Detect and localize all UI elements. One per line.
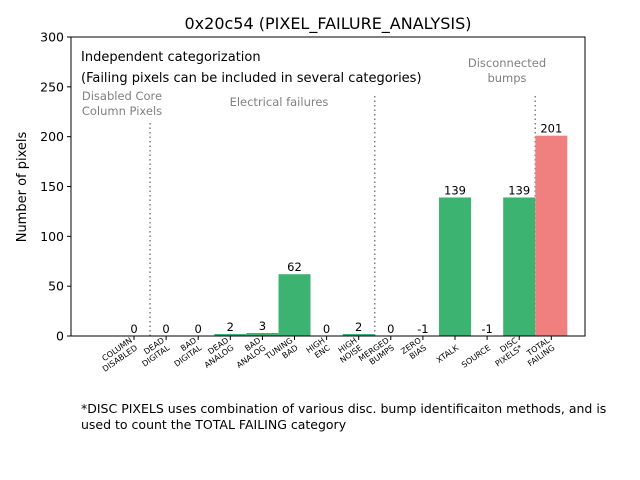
annotation-electrical: Electrical failures <box>230 95 329 109</box>
bar <box>246 333 279 336</box>
y-tick-label: 100 <box>40 229 64 244</box>
plot-frame <box>70 36 586 337</box>
y-axis-ticks: 0 50 100 150 200 250 300 <box>40 30 71 344</box>
bar-data-label: 62 <box>287 260 302 274</box>
x-tick-label: DISCPIXELS* <box>488 336 524 369</box>
bar-data-label: 2 <box>355 320 362 334</box>
bar <box>535 135 568 336</box>
x-tick-label: HIGHENC <box>305 336 333 363</box>
y-tick-label: 250 <box>40 79 64 94</box>
x-tick-label: DEADANALOG <box>198 336 236 370</box>
annotation-disconnected-line2: bumps <box>487 71 526 85</box>
x-tick-label: BADDIGITAL <box>167 336 203 369</box>
bar-data-labels: 0 0 0 2 3 62 0 2 0 -1 139 -1 139 201 <box>130 122 562 336</box>
bars <box>214 135 568 336</box>
bar <box>214 334 247 336</box>
x-tick-label: BADANALOG <box>230 336 268 370</box>
bar-data-label: 139 <box>444 183 466 197</box>
x-tick-label-line: SOURCE <box>460 343 492 369</box>
x-tick-label: ZEROBIAS <box>399 336 428 364</box>
bar-data-label: 0 <box>162 322 169 336</box>
y-axis-label: Number of pixels <box>15 131 30 242</box>
bar-data-label: 0 <box>323 322 330 336</box>
x-tick-label: DEADDIGITAL <box>135 336 171 369</box>
bar-data-label: 0 <box>130 322 137 336</box>
x-tick-label: TUNINGBAD <box>263 336 300 369</box>
x-tick-label: XTALK <box>435 343 461 365</box>
y-tick-label: 150 <box>40 179 64 194</box>
y-tick-label: 300 <box>40 30 64 45</box>
plot-background <box>71 37 585 336</box>
y-tick-label: 200 <box>40 129 64 144</box>
chart-title: 0x20c54 (PIXEL_FAILURE_ANALYSIS) <box>185 14 472 34</box>
annotation-disabled-core-line1: Disabled Core <box>82 89 162 103</box>
bar-data-label: 3 <box>259 319 266 333</box>
bar-data-label: 0 <box>387 322 394 336</box>
x-tick-label: TOTALFAILING <box>521 336 557 369</box>
bar-data-label: -1 <box>481 322 492 336</box>
y-tick-label: 50 <box>48 279 64 294</box>
bar-chart: 0x20c54 (PIXEL_FAILURE_ANALYSIS) Number … <box>15 14 586 374</box>
bar-data-label: 2 <box>227 320 234 334</box>
y-tick-label: 0 <box>56 329 64 344</box>
x-axis-ticks: COLUMNDISABLED DEADDIGITAL BADDIGITAL DEADA… <box>96 336 557 374</box>
x-tick-label: MERGEDBUMPS <box>357 336 396 371</box>
bar <box>503 197 536 336</box>
x-tick-label: COLUMNDISABLED <box>96 336 139 374</box>
annotation-disabled-core-line2: Column Pixels <box>82 104 162 118</box>
bar <box>342 334 375 336</box>
footnote: *DISC PIXELS uses combination of various… <box>81 401 607 432</box>
bar-data-label: -1 <box>417 322 428 336</box>
annotation-independent-line1: Independent categorization <box>81 50 261 65</box>
x-tick-label-line: XTALK <box>435 343 461 365</box>
bar-data-label: 0 <box>195 322 202 336</box>
bar <box>439 197 471 336</box>
bar-data-label: 139 <box>508 183 530 197</box>
annotation-disconnected-line1: Disconnected <box>468 56 546 70</box>
bar-data-label: 201 <box>540 122 562 136</box>
bar <box>278 274 311 336</box>
x-tick-label: SOURCE <box>460 343 492 369</box>
annotation-independent-line2: (Failing pixels can be included in sever… <box>81 71 422 86</box>
